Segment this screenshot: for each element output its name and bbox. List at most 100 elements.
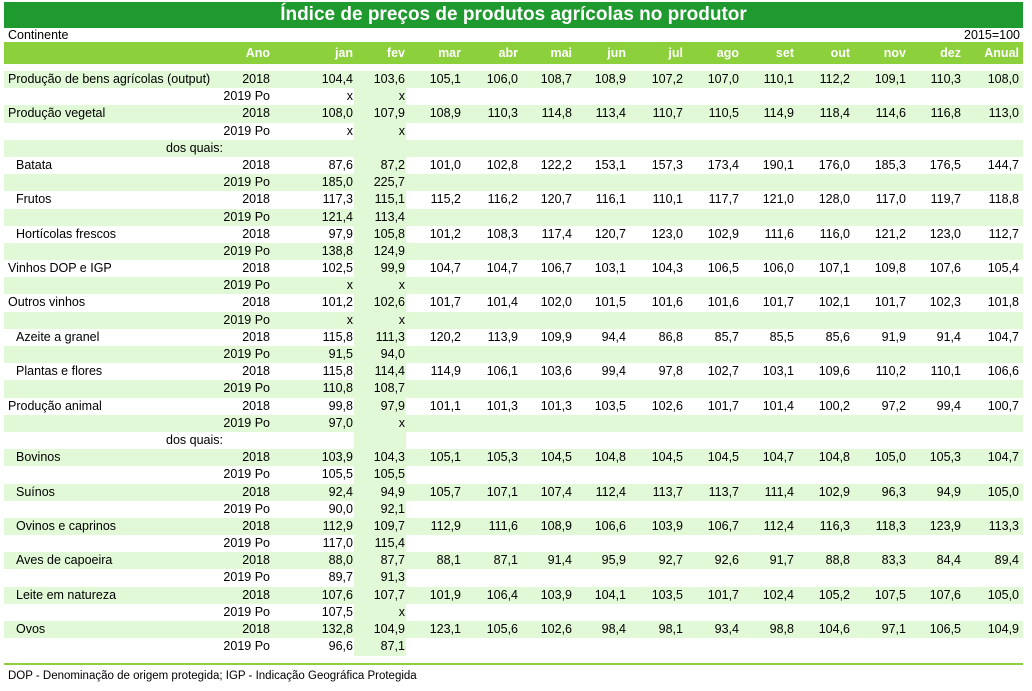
cell-ago: 173,4 [707,157,739,172]
cell-mar: 101,7 [429,295,461,310]
cell-jan: 87,6 [328,157,353,172]
column-header-10: out [830,46,850,60]
cell-dez: 110,3 [930,72,961,86]
cell-jan: 138,8 [321,243,353,258]
cell-jan: 99,8 [328,398,353,413]
cell-jan: 117,3 [322,192,353,207]
row-label: Bovinos [16,450,61,465]
february-column-band [354,71,406,656]
cell-fev: x [398,604,405,619]
cell-mar: 115,2 [430,192,461,207]
cell-mai: 103,6 [540,364,572,379]
cell-jun: 108,9 [594,72,626,86]
column-header-13: Anual [984,46,1019,60]
cell-Anual: 113,0 [988,106,1019,121]
cell-mai: 108,7 [540,72,572,86]
cell-mai: 114,8 [541,106,572,121]
table-row: Batata 2018 87,6 87,2 101,0 102,8 122,2 153,1 15… [4,157,1023,174]
cell-jul: 104,5 [651,450,683,465]
cell-nov: 114,6 [875,106,906,121]
cell-jan: 91,5 [328,347,353,361]
cell-set: 110,1 [763,72,794,86]
cell-nov: 109,8 [874,261,906,276]
cell-mar: 112,9 [430,518,461,533]
cell-fev: 225,7 [373,175,405,190]
cell-jul: 110,7 [652,106,683,121]
cell-fev: 107,7 [373,587,405,602]
region-label: Continente [8,28,69,42]
cell-abr: 111,6 [488,518,518,533]
cell-mai: 103,9 [540,587,572,602]
cell-jul: 86,8 [658,329,683,344]
cell-jun: 104,1 [594,587,626,602]
row-year: 2019 Po [223,89,270,104]
cell-ago: 85,7 [714,329,739,344]
cell-abr: 104,7 [486,261,518,276]
cell-mai: 106,7 [540,261,572,276]
cell-abr: 106,4 [486,587,518,602]
cell-mai: 117,4 [541,226,572,241]
row-label: Vinhos DOP e IGP [8,261,112,276]
row-year: 2018 [242,295,270,310]
cell-jun: 94,4 [601,329,626,344]
cell-nov: 83,3 [881,553,906,568]
cell-dez: 110,1 [930,364,961,379]
row-label: dos quais: [166,140,223,155]
cell-jan: 185,0 [321,175,353,190]
cell-set: 98,8 [769,622,794,636]
cell-out: 176,0 [818,157,850,172]
cell-mar: 101,0 [429,157,461,172]
column-header-8: ago [716,46,739,60]
cell-out: 102,1 [818,295,850,310]
cell-fev: 91,3 [380,570,405,585]
cell-jun: 103,1 [594,261,626,276]
row-year: 2018 [242,72,270,86]
cell-set: 111,4 [764,484,794,499]
row-year: 2018 [242,622,270,636]
table-row: Bovinos 2018 103,9 104,3 105,1 105,3 104,5 104,… [4,449,1023,466]
row-year: 2019 Po [223,347,270,361]
table-row: Produção de bens agrícolas (output) 2018 1… [4,71,1023,88]
cell-nov: 117,0 [875,192,906,207]
cell-dez: 94,9 [936,484,961,499]
cell-mai: 104,5 [540,450,572,465]
cell-jul: 101,6 [651,295,683,310]
row-year: 2019 Po [223,501,270,516]
cell-mar: 108,9 [429,106,461,121]
table-row: dos quais: [4,432,1023,449]
cell-jan: x [346,312,353,327]
row-label: Produção animal [8,398,102,413]
cell-Anual: 105,0 [987,484,1019,499]
cell-jan: 108,0 [321,106,353,121]
cell-fev: 124,9 [373,243,405,258]
cell-dez: 91,4 [936,329,961,344]
cell-dez: 107,6 [929,587,961,602]
row-year: 2018 [242,587,270,602]
table-row: 2019 Po x x [4,88,1023,105]
cell-nov: 185,3 [874,157,906,172]
table-row: 2019 Po 110,8 108,7 [4,380,1023,397]
cell-nov: 110,2 [875,364,906,379]
cell-fev: 87,2 [380,157,405,172]
cell-jun: 113,4 [595,106,626,121]
cell-jan: 110,8 [322,381,353,396]
cell-fev: 94,0 [380,347,405,361]
row-year: 2018 [242,450,270,465]
cell-mar: 105,7 [429,484,461,499]
cell-dez: 99,4 [936,398,961,413]
row-year: 2018 [242,157,270,172]
cell-mai: 107,4 [540,484,572,499]
table-row: Produção vegetal 2018 108,0 107,9 108,9 110,3… [4,105,1023,122]
column-header-1: jan [334,46,353,60]
row-year: 2018 [242,484,270,499]
cell-out: 128,0 [818,192,850,207]
cell-abr: 108,3 [486,226,518,241]
table-title: Índice de preços de produtos agrícolas n… [4,2,1023,28]
cell-abr: 101,3 [486,398,518,413]
row-label: Azeite a granel [16,329,100,344]
row-year: 2019 Po [223,175,270,190]
cell-jan: 121,4 [321,209,353,224]
cell-nov: 97,1 [881,622,906,636]
cell-jul: 123,0 [651,226,683,241]
cell-out: 102,9 [818,484,850,499]
